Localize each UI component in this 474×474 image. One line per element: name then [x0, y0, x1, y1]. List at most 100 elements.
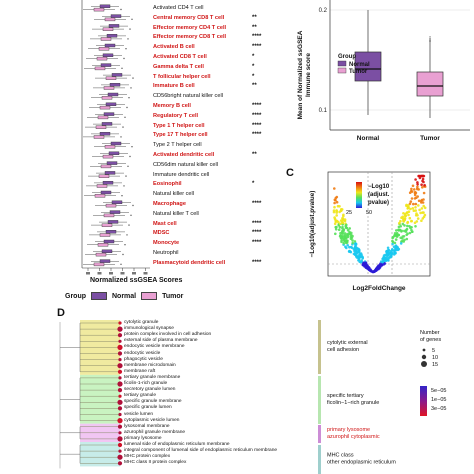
cell-type-label: Memory B cell	[153, 103, 191, 109]
go-term-label: MHC protein complex	[124, 454, 171, 460]
volcano-point	[361, 256, 364, 259]
legend-title-line1: −Log10	[368, 184, 390, 190]
box-tumor	[416, 71, 444, 97]
term-dot	[118, 321, 122, 325]
tumor-box	[104, 145, 116, 149]
go-term-label: tertiary granule	[124, 393, 156, 399]
cell-type-label: Immature dendritic cell	[153, 171, 210, 178]
volcano-point	[397, 233, 400, 237]
legend-colorbar	[356, 182, 362, 208]
volcano-point	[421, 217, 425, 220]
volcano-point	[382, 256, 385, 260]
volcano-point	[335, 209, 338, 212]
normal-box	[103, 239, 115, 244]
volcano-point	[344, 241, 348, 245]
cell-type-label: CD56bright natural killer cell	[153, 93, 223, 100]
term-dot	[117, 326, 123, 332]
volcano-point	[386, 252, 389, 255]
volcano-point	[335, 214, 338, 217]
volcano-point	[399, 242, 403, 245]
significance-stars: *	[252, 54, 255, 60]
term-dot	[118, 376, 122, 380]
volcano-point	[421, 211, 424, 214]
volcano-point	[417, 199, 421, 203]
normal-box	[107, 220, 119, 224]
tumor-box	[98, 47, 110, 51]
significance-stars: ****	[252, 201, 262, 207]
significance-stars: **	[252, 83, 257, 90]
volcano-point	[381, 260, 384, 264]
volcano-point	[420, 219, 423, 222]
significance-stars: *	[252, 73, 255, 80]
term-dot	[117, 406, 123, 411]
tumor-box	[97, 243, 109, 247]
volcano-point	[403, 217, 406, 221]
volcano-point	[397, 228, 400, 232]
volcano-point	[340, 239, 343, 242]
volcano-point	[359, 255, 362, 258]
significance-stars: **	[252, 24, 257, 31]
tumor-box	[102, 27, 114, 31]
volcano-point	[337, 228, 341, 232]
outlier-dot	[125, 48, 127, 50]
volcano-point	[384, 253, 387, 257]
volcano-point	[357, 258, 361, 261]
term-dot	[117, 369, 123, 374]
legend-swatch-normal	[337, 60, 347, 67]
significance-stars: ****	[252, 132, 262, 139]
volcano-point	[405, 237, 409, 241]
volcano-point	[422, 198, 425, 201]
p-colorbar	[420, 386, 427, 416]
volcano-point	[386, 246, 390, 250]
outlier-dot	[131, 146, 133, 148]
volcano-point	[394, 238, 398, 241]
panel-b-boxplot: 0.1 0.2 Mean of Normalized ssGSEAImmune sc…	[297, 0, 470, 142]
volcano-point	[409, 200, 413, 203]
volcano-point	[423, 183, 426, 187]
volcano-point	[416, 195, 419, 198]
tumor-box	[96, 56, 108, 61]
panel-a-boxplots	[81, 0, 150, 275]
volcano-point	[341, 232, 345, 235]
term-dot	[118, 431, 122, 435]
tumor-box	[100, 37, 112, 41]
normal-box	[108, 151, 120, 156]
term-dot	[118, 449, 122, 453]
volcano-point	[361, 263, 365, 266]
go-term-label: vesicle lumen	[124, 411, 154, 417]
outlier-dot	[124, 244, 126, 246]
volcano-point	[341, 217, 344, 220]
tumor-box	[94, 66, 106, 71]
volcano-point	[414, 206, 417, 209]
cell-type-label: Type 1 T helper cell	[153, 122, 205, 129]
volcano-point	[346, 233, 349, 237]
cell-type-label: Type 2 T helper cell	[153, 142, 202, 149]
volcano-point	[345, 236, 348, 239]
volcano-point	[407, 206, 410, 209]
volcano-point	[413, 221, 417, 225]
volcano-point	[386, 249, 390, 252]
volcano-point	[397, 225, 401, 229]
outlier-dot	[127, 38, 129, 40]
term-dot	[117, 388, 123, 393]
significance-stars: ****	[252, 230, 262, 237]
cell-type-label: Eosinophil	[153, 181, 182, 188]
tumor-box	[103, 86, 115, 90]
legend-tick: 50	[366, 210, 372, 216]
volcano-point	[395, 233, 398, 236]
legend-tumor-swatch	[141, 292, 158, 300]
normal-box	[110, 141, 122, 146]
volcano-point	[413, 188, 416, 191]
volcano-point	[342, 213, 345, 217]
size-legend-label: 5	[432, 348, 435, 354]
volcano-point	[369, 269, 373, 272]
tumor-box	[98, 174, 110, 178]
significance-stars: ****	[252, 122, 262, 129]
term-dot	[118, 412, 122, 417]
volcano-point	[406, 221, 409, 224]
volcano-point	[405, 227, 409, 231]
volcano-point	[403, 212, 407, 216]
cluster-band	[80, 442, 120, 467]
cell-type-label: Monocyte	[153, 240, 180, 247]
volcano-point	[408, 231, 412, 235]
